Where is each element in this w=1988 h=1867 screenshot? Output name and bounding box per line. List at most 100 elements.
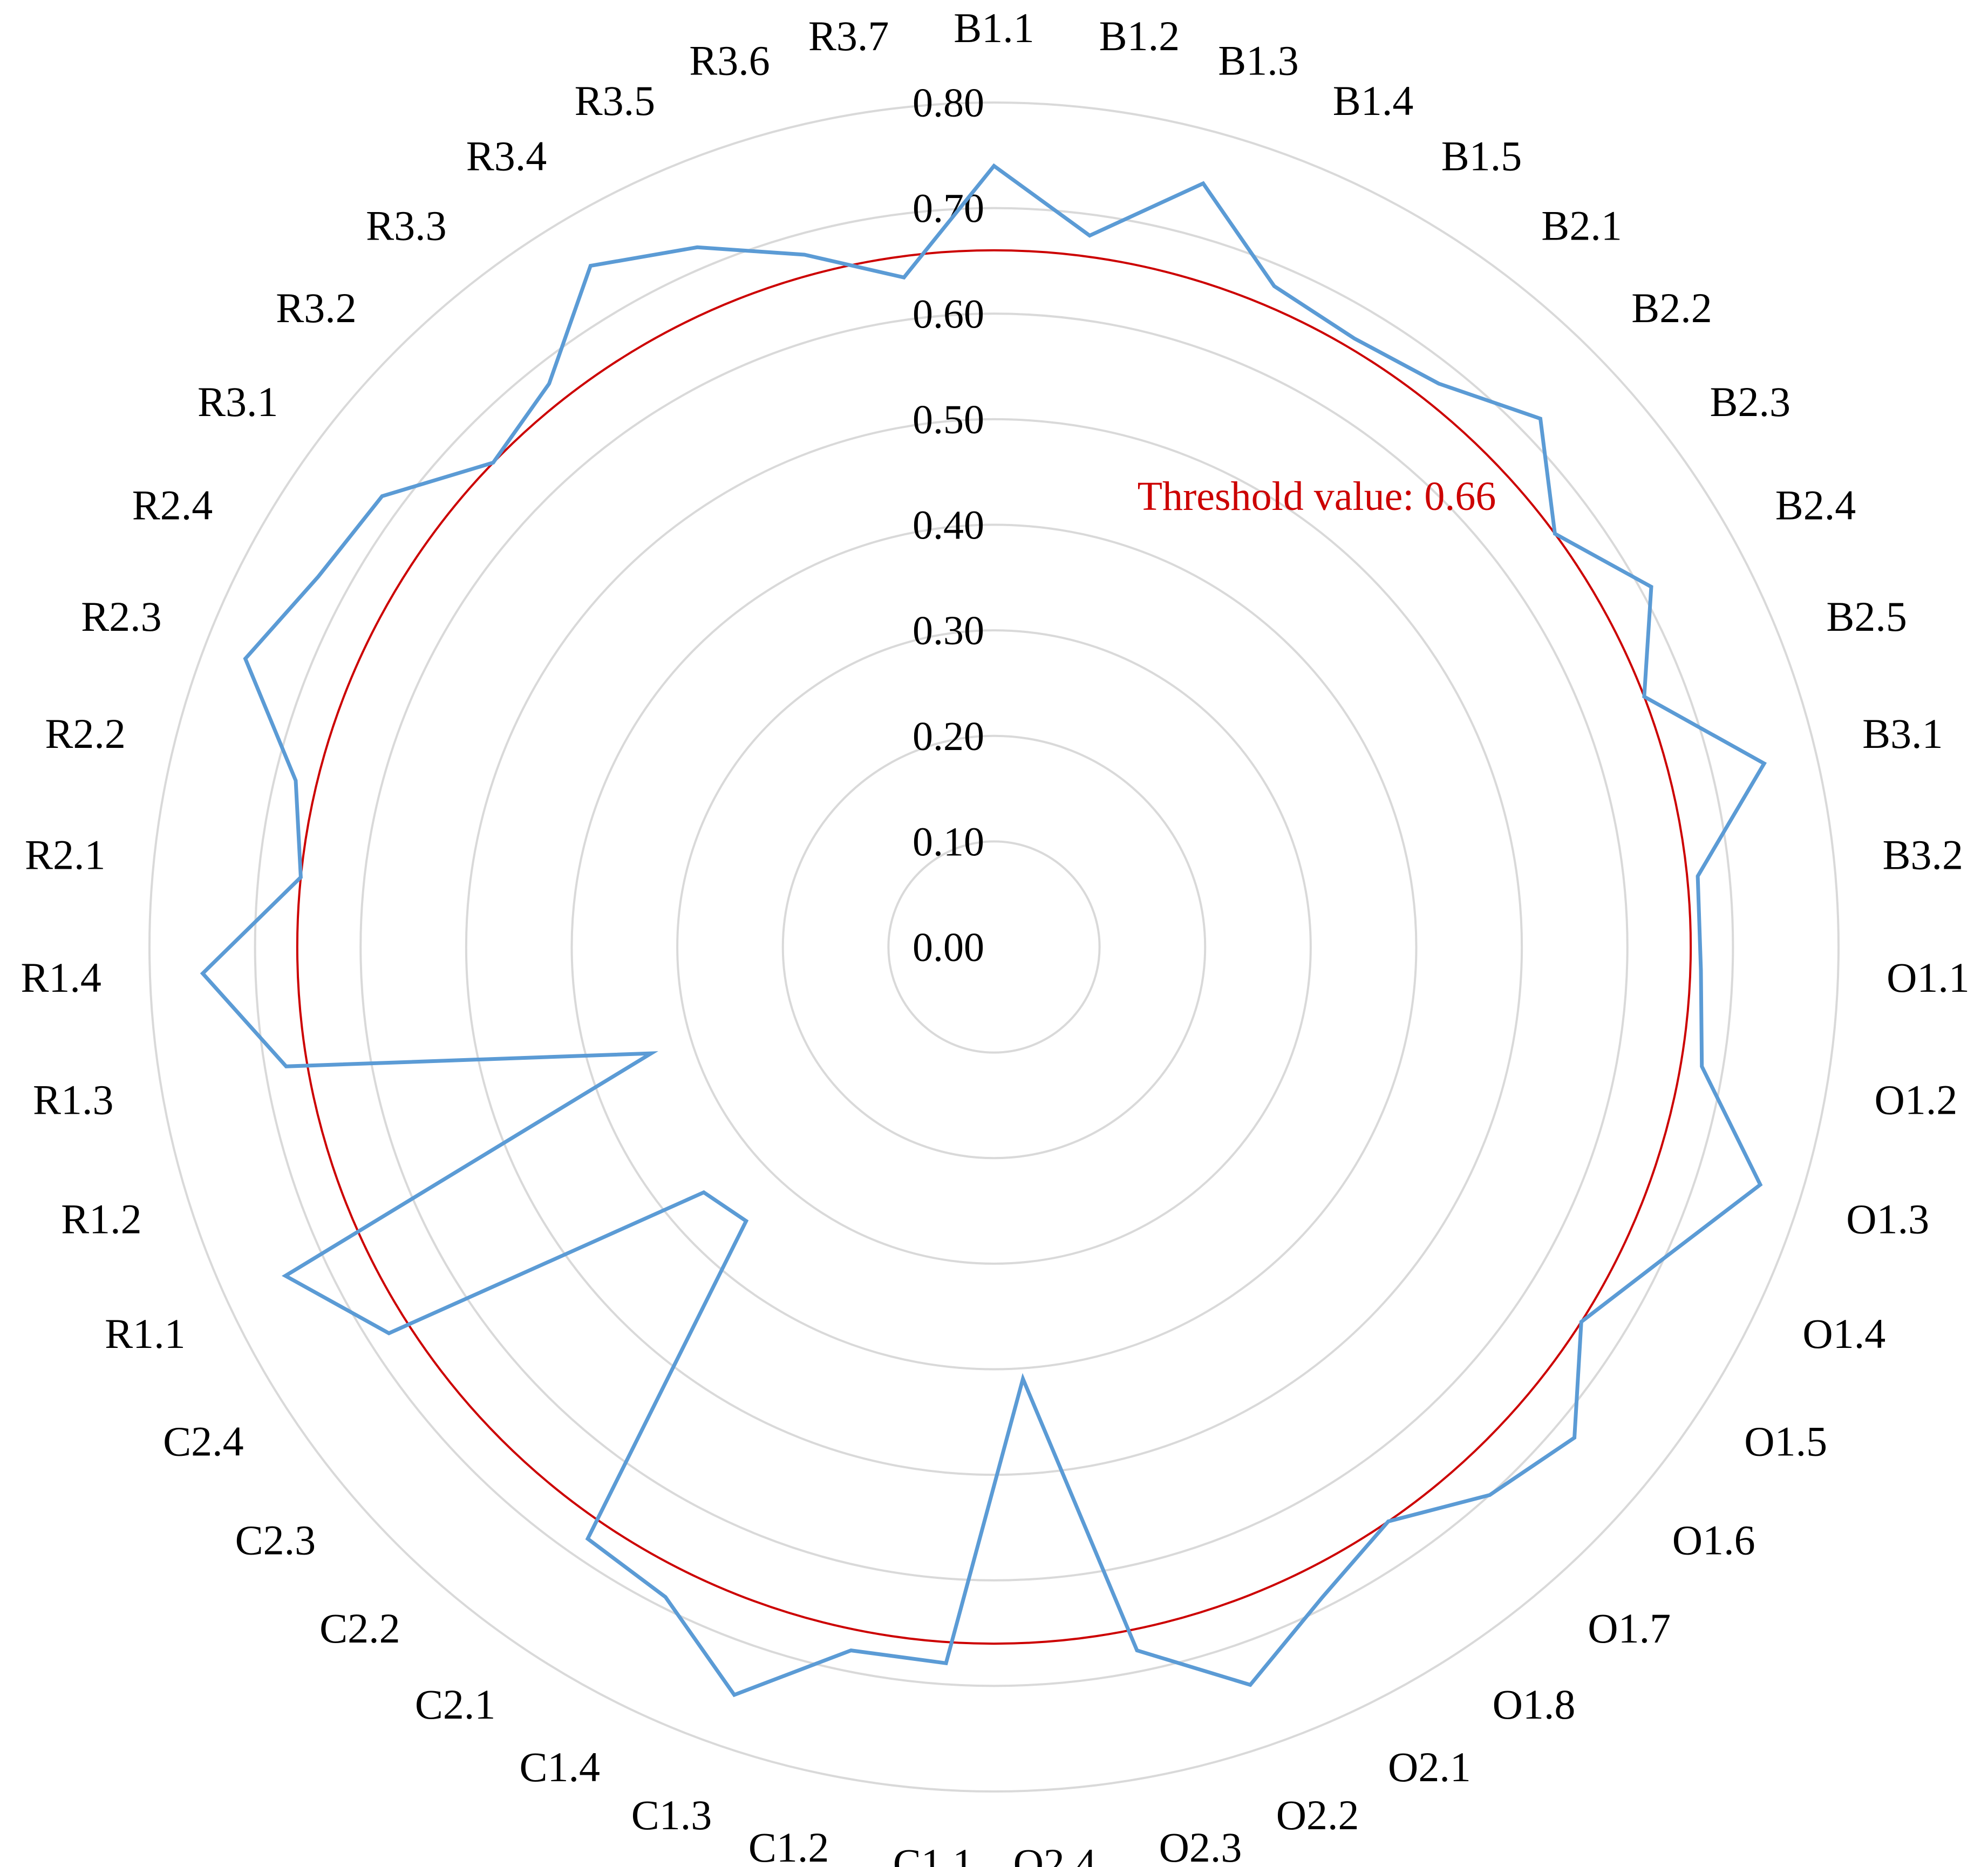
grid-ring — [570, 523, 1418, 1371]
category-label-b2-3: B2.3 — [1710, 378, 1791, 425]
data-point-c2-2 — [744, 1219, 748, 1223]
threshold-label: Threshold value: 0.66 — [1138, 474, 1496, 519]
tick-label: 0.80 — [913, 80, 984, 126]
grid-ring — [676, 629, 1312, 1265]
data-point-o1-6 — [1572, 1435, 1577, 1440]
data-point-b1-2 — [1087, 234, 1092, 238]
category-label-b3-1: B3.1 — [1862, 710, 1943, 757]
data-point-c1-3 — [732, 1693, 737, 1697]
category-label-c1-1: C1.1 — [893, 1840, 974, 1867]
data-point-o2-4 — [1021, 1377, 1025, 1381]
category-label-c1-4: C1.4 — [519, 1743, 600, 1790]
data-point-r1-3 — [284, 1064, 288, 1068]
data-point-c2-1 — [585, 1537, 590, 1541]
category-label-r2-2: R2.2 — [45, 710, 126, 757]
data-point-r2-2 — [294, 779, 298, 783]
data-point-o1-2 — [1700, 1064, 1704, 1068]
data-point-r3-3 — [547, 381, 552, 386]
category-label-c1-3: C1.3 — [631, 1791, 712, 1838]
category-label-o2-2: O2.2 — [1276, 1791, 1359, 1838]
data-point-o2-3 — [1135, 1648, 1139, 1653]
tick-label: 0.00 — [913, 925, 984, 970]
tick-label: 0.20 — [913, 714, 984, 759]
series-group — [200, 163, 1767, 1698]
category-label-b1-5: B1.5 — [1441, 133, 1522, 180]
data-point-o1-7 — [1488, 1493, 1492, 1497]
grid-ring — [887, 840, 1101, 1054]
data-point-r3-6 — [802, 253, 807, 257]
data-point-r3-2 — [491, 460, 495, 465]
category-label-r3-3: R3.3 — [366, 202, 447, 249]
data-point-r1-1 — [283, 1273, 288, 1278]
category-label-b1-3: B1.3 — [1218, 37, 1299, 84]
category-label-r2-4: R2.4 — [132, 482, 213, 529]
tick-label: 0.30 — [913, 608, 984, 653]
data-point-b2-5 — [1642, 694, 1646, 699]
tick-label: 0.60 — [913, 291, 984, 337]
category-label-r1-3: R1.3 — [33, 1076, 114, 1123]
threshold-circle — [296, 249, 1692, 1645]
category-label-c2-4: C2.4 — [163, 1418, 244, 1464]
tick-label: 0.50 — [913, 397, 984, 442]
series-line — [200, 163, 1767, 1698]
radial-tick-labels: 0.000.100.200.300.400.500.600.700.80 — [913, 80, 984, 970]
data-point-b1-1 — [992, 163, 996, 168]
category-label-o1-4: O1.4 — [1802, 1310, 1885, 1357]
category-label-o2-4: O2.4 — [1013, 1840, 1097, 1867]
category-label-o1-5: O1.5 — [1744, 1418, 1827, 1464]
data-point-c1-4 — [663, 1595, 668, 1599]
data-point-r3-1 — [380, 494, 384, 499]
data-point-o1-3 — [1758, 1183, 1762, 1187]
data-point-o2-1 — [1320, 1595, 1325, 1599]
category-label-r2-1: R2.1 — [25, 832, 106, 878]
data-point-c2-4 — [387, 1331, 391, 1335]
category-label-r2-3: R2.3 — [81, 593, 162, 640]
category-label-b3-2: B3.2 — [1883, 832, 1964, 878]
category-label-c2-2: C2.2 — [319, 1605, 400, 1652]
category-label-o1-8: O1.8 — [1493, 1681, 1576, 1728]
category-label-r3-2: R3.2 — [276, 284, 357, 331]
grid-rings — [148, 101, 1840, 1793]
category-label-b1-1: B1.1 — [954, 4, 1034, 51]
data-point-o1-1 — [1699, 969, 1703, 973]
data-point-r2-4 — [316, 575, 321, 579]
data-point-b2-4 — [1649, 585, 1653, 589]
data-point-o1-4 — [1662, 1256, 1666, 1260]
data-point-c1-2 — [849, 1648, 853, 1653]
data-point-c2-3 — [702, 1190, 706, 1195]
grid-ring — [254, 207, 1734, 1687]
data-point-b3-1 — [1762, 761, 1766, 766]
data-point-o1-5 — [1579, 1320, 1583, 1324]
category-label-b2-5: B2.5 — [1826, 593, 1907, 640]
category-labels: B1.1 B1.2 B1.3 B1.4 B1.5 B2.1B2.2 B2.3 B2.4 B2.5… — [21, 4, 1970, 1867]
grid-ring — [359, 312, 1629, 1582]
data-point-r3-4 — [588, 264, 593, 268]
tick-label: 0.40 — [913, 503, 984, 548]
category-label-r1-1: R1.1 — [105, 1310, 186, 1357]
data-point-r3-7 — [902, 275, 906, 280]
category-label-b1-2: B1.2 — [1099, 12, 1180, 59]
data-point-b1-4 — [1272, 284, 1276, 288]
data-point-o1-8 — [1386, 1520, 1391, 1524]
category-label-o1-6: O1.6 — [1672, 1517, 1755, 1564]
category-label-r3-6: R3.6 — [689, 37, 770, 84]
category-label-b2-2: B2.2 — [1631, 284, 1712, 331]
data-point-c1-1 — [944, 1661, 948, 1665]
data-point-r2-3 — [243, 657, 248, 661]
category-label-o1-7: O1.7 — [1588, 1605, 1671, 1652]
data-point-b2-3 — [1553, 532, 1557, 536]
category-label-c2-3: C2.3 — [235, 1517, 316, 1564]
category-label-r3-4: R3.4 — [466, 133, 547, 180]
data-point-r3-5 — [695, 245, 699, 249]
data-point-b3-2 — [1696, 874, 1700, 878]
data-point-b1-5 — [1352, 336, 1357, 340]
data-point-o2-2 — [1248, 1683, 1252, 1687]
category-label-b2-4: B2.4 — [1775, 482, 1856, 529]
category-label-o1-3: O1.3 — [1846, 1196, 1929, 1243]
data-point-r2-1 — [298, 875, 303, 880]
data-point-b2-1 — [1436, 381, 1441, 386]
grid-ring — [465, 418, 1523, 1476]
category-label-o2-3: O2.3 — [1159, 1824, 1242, 1867]
